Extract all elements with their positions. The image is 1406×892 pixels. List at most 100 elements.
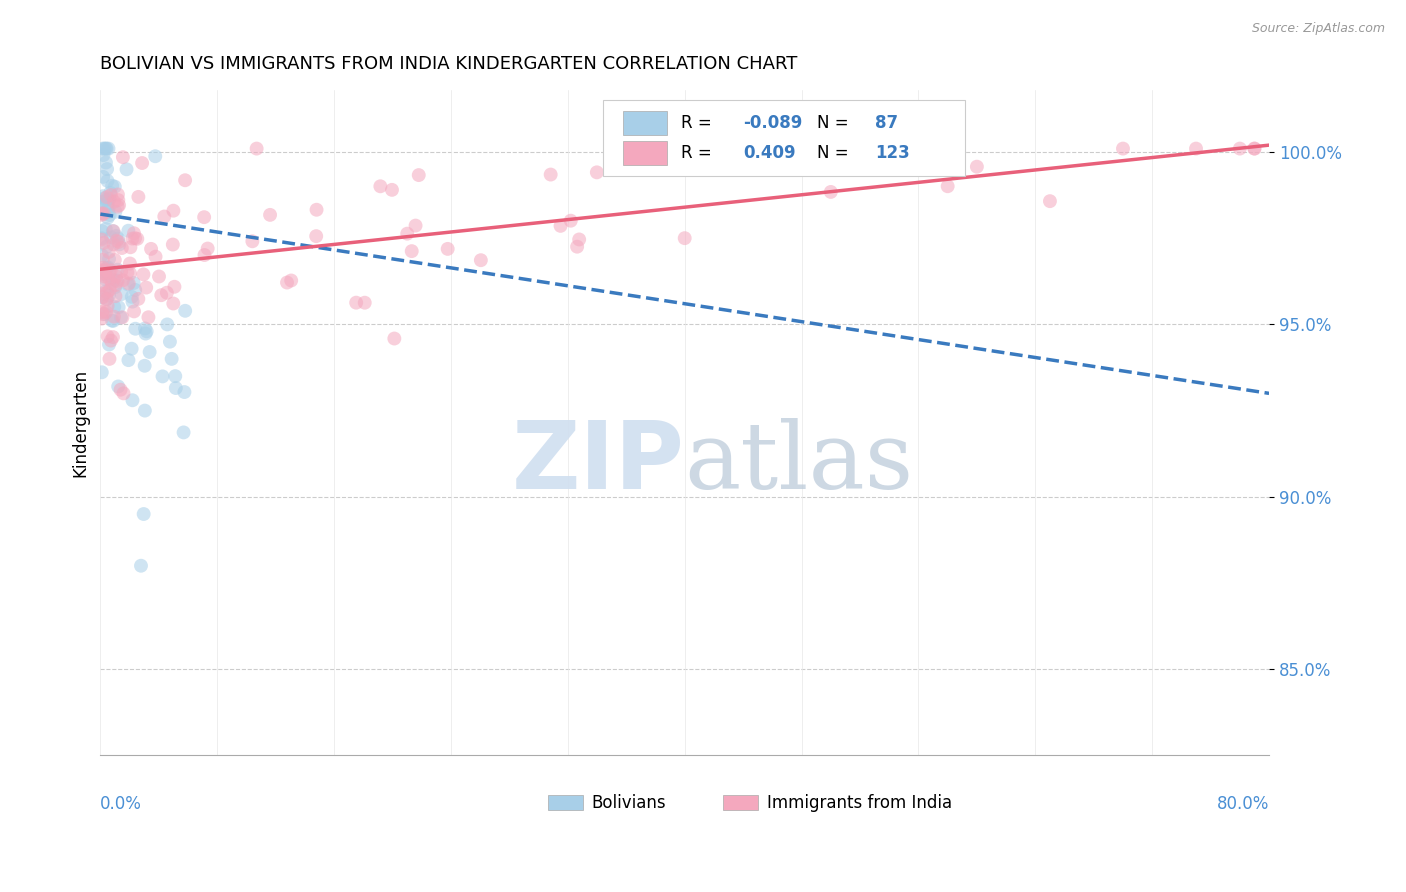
Point: [1039, 194, 1062, 209]
Point: [91, 142, 114, 156]
Point: [101, 313, 124, 327]
Point: [96, 293, 118, 307]
Point: [305, 202, 328, 217]
Point: [105, 269, 128, 284]
Point: [124, 283, 146, 297]
Point: [127, 190, 149, 204]
Point: [104, 252, 127, 267]
Point: [353, 295, 375, 310]
Point: [98, 351, 121, 366]
Point: [107, 235, 129, 249]
Point: [108, 237, 131, 252]
Point: [111, 310, 134, 325]
Point: [173, 425, 195, 440]
Point: [98, 266, 121, 280]
Point: [117, 224, 139, 238]
Point: [94, 307, 117, 321]
Point: [162, 296, 184, 310]
Point: [96, 239, 118, 253]
Point: [96, 260, 118, 275]
Point: [91, 252, 114, 267]
Point: [103, 310, 125, 324]
Point: [396, 227, 419, 241]
Point: [110, 383, 132, 397]
FancyBboxPatch shape: [548, 796, 583, 810]
Point: [103, 314, 125, 328]
Point: [470, 253, 492, 268]
Point: [160, 351, 183, 366]
Point: [280, 273, 302, 287]
Point: [97, 260, 120, 275]
Point: [103, 224, 125, 238]
Point: [135, 280, 157, 294]
Point: [96, 197, 118, 211]
Point: [105, 234, 128, 248]
Point: [150, 288, 173, 302]
Point: [152, 369, 174, 384]
Point: [96, 192, 118, 206]
Point: [97, 329, 120, 343]
Point: [107, 187, 129, 202]
Point: [193, 210, 215, 224]
Text: R =: R =: [681, 145, 717, 162]
Point: [108, 198, 131, 212]
Point: [96, 162, 118, 177]
Point: [849, 142, 872, 156]
Point: [90, 248, 112, 262]
Point: [565, 240, 588, 254]
Point: [97, 142, 120, 156]
Point: [129, 558, 152, 573]
Point: [101, 178, 124, 193]
Point: [132, 507, 155, 521]
Point: [90, 267, 112, 281]
Point: [107, 232, 129, 246]
Point: [93, 269, 115, 284]
Point: [159, 334, 181, 349]
Text: Bolivians: Bolivians: [591, 794, 666, 812]
Point: [127, 232, 149, 246]
Point: [94, 155, 117, 169]
Point: [134, 359, 156, 373]
Point: [276, 276, 298, 290]
Point: [97, 244, 120, 259]
Point: [966, 160, 988, 174]
Point: [118, 256, 141, 270]
Point: [96, 292, 118, 306]
Point: [121, 342, 143, 356]
Point: [93, 260, 115, 275]
Point: [1243, 142, 1265, 156]
Point: [370, 179, 392, 194]
Point: [197, 242, 219, 256]
Text: Source: ZipAtlas.com: Source: ZipAtlas.com: [1251, 22, 1385, 36]
Point: [135, 326, 157, 341]
Point: [100, 334, 122, 348]
Point: [174, 303, 197, 318]
Point: [98, 288, 121, 302]
FancyBboxPatch shape: [623, 141, 668, 165]
Point: [90, 231, 112, 245]
Point: [305, 229, 328, 244]
Point: [165, 369, 187, 384]
Point: [107, 200, 129, 214]
Point: [91, 189, 114, 203]
FancyBboxPatch shape: [723, 796, 758, 810]
Point: [121, 393, 143, 408]
Point: [127, 292, 149, 306]
Point: [408, 168, 430, 182]
Point: [259, 208, 281, 222]
Point: [134, 403, 156, 417]
Point: [97, 299, 120, 313]
Point: [98, 208, 121, 222]
Point: [101, 330, 124, 344]
Text: 87: 87: [875, 114, 898, 132]
Point: [98, 252, 121, 266]
Point: [936, 179, 959, 194]
Point: [115, 162, 138, 177]
Point: [93, 267, 115, 281]
Point: [104, 280, 127, 294]
Point: [103, 194, 125, 209]
Point: [103, 237, 125, 252]
Point: [107, 193, 129, 207]
Point: [405, 219, 427, 233]
Point: [124, 322, 146, 336]
